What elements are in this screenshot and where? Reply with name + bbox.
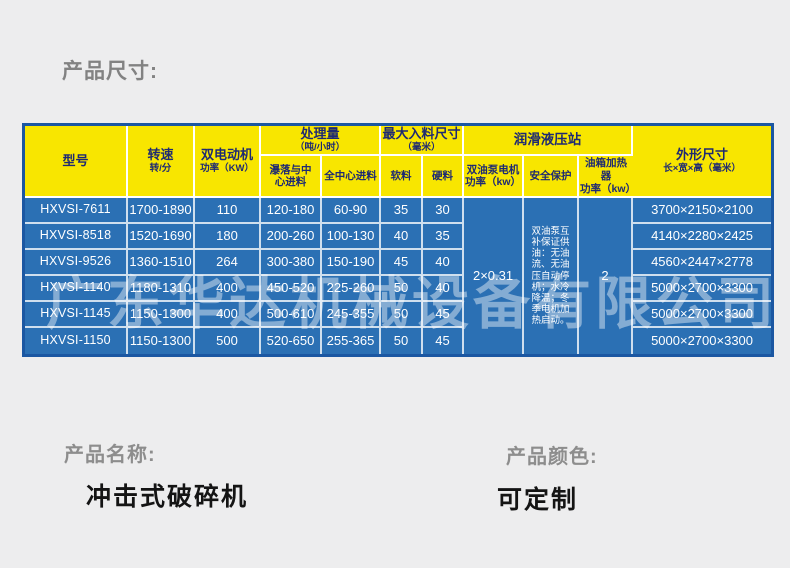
cell-hard: 35 bbox=[423, 224, 465, 251]
cell-capacity-center: 100-130 bbox=[322, 224, 382, 251]
product-color-label: 产品颜色: bbox=[506, 446, 598, 468]
cell-dimensions: 4560×2447×2778 bbox=[633, 250, 772, 277]
cell-soft: 45 bbox=[381, 250, 424, 277]
cell-power: 264 bbox=[195, 250, 261, 277]
col-header-soft-material: 软料 bbox=[381, 156, 424, 199]
cell-dimensions: 5000×2700×3300 bbox=[651, 332, 754, 348]
page-title: 产品尺寸: bbox=[62, 60, 158, 83]
product-name-value: 冲击式破碎机 bbox=[86, 483, 249, 511]
spec-table: 型号 转速 转/分 双电动机 功率（KW） 处理量 bbox=[22, 123, 775, 358]
cell-capacity-cascade: 200-260 bbox=[261, 224, 322, 251]
cell-dimensions: 5000×2700×3300 bbox=[633, 302, 772, 329]
cell-hard: 40 bbox=[423, 250, 465, 277]
cell-capacity-center: 255-365 bbox=[322, 328, 382, 355]
cell-oil-pump-power: 2×0.31 bbox=[464, 198, 525, 355]
cell-power: 400 bbox=[195, 302, 261, 329]
cell-power: 400 bbox=[195, 276, 261, 303]
col-header-oil-pump-power: 双油泵电机 功率（kw） bbox=[464, 156, 525, 199]
cell-dimensions: 5000×2700×3300 bbox=[633, 276, 772, 303]
cell-speed: 1520-1690 bbox=[128, 224, 195, 251]
col-header-heater-power: 油箱加热器 功率（kw） bbox=[579, 156, 636, 199]
cell-hard: 45 bbox=[423, 302, 465, 329]
cell-dimensions: 3700×2150×2100 bbox=[633, 198, 772, 225]
cell-model: HXVSI-9526 bbox=[25, 250, 128, 277]
cell-speed: 1150-1300 bbox=[128, 302, 195, 329]
table-row: HXVSI-1150 1150-1300 500 520-650 255-365… bbox=[25, 328, 771, 355]
cell-capacity-cascade: 500-610 bbox=[261, 302, 322, 329]
col-group-capacity: 处理量 （吨/小时） bbox=[261, 126, 382, 157]
cell-soft: 50 bbox=[381, 276, 424, 303]
col-header-speed-title: 转速 bbox=[147, 146, 174, 162]
col-header-dimensions-sub: 长×宽×高（毫米） bbox=[663, 162, 741, 174]
col-header-center-feed: 全中心进料 bbox=[322, 156, 382, 199]
table-row: HXVSI-9526 1360-1510 264 300-380 150-190… bbox=[25, 250, 772, 277]
col-header-speed-sub: 转/分 bbox=[149, 162, 172, 174]
cell-soft: 50 bbox=[381, 302, 424, 329]
table-row: HXVSI-1145 1150-1300 400 500-610 245-355… bbox=[25, 302, 772, 329]
col-header-motor-title: 双电动机 bbox=[200, 146, 253, 162]
cell-capacity-cascade: 300-380 bbox=[261, 250, 322, 277]
cell-model: HXVSI-8518 bbox=[25, 224, 128, 251]
col-header-cascade-feed: 瀑落与中 心进料 bbox=[261, 156, 322, 199]
col-header-safety-protection: 安全保护 bbox=[524, 156, 580, 199]
col-group-lubrication-title: 润滑液压站 bbox=[513, 132, 582, 148]
cell-safety-protection: 双油泵互补保证供油：无油流、无油压自动停机；水冷降温；冬季电机加热启动。 bbox=[524, 198, 580, 355]
col-header-model-label: 型号 bbox=[62, 152, 89, 168]
col-header-hard-material: 硬料 bbox=[423, 156, 465, 199]
col-header-dimensions: 外形尺寸 长×宽×高（毫米） bbox=[633, 126, 772, 199]
col-group-feed-size: 最大入料尺寸 （毫米） bbox=[381, 126, 465, 157]
cell-soft: 40 bbox=[381, 224, 424, 251]
table-row: HXVSI-8518 1520-1690 180 200-260 100-130… bbox=[25, 224, 772, 251]
cell-capacity-cascade: 520-650 bbox=[261, 328, 322, 355]
col-header-speed: 转速 转/分 bbox=[128, 126, 195, 199]
cell-hard: 40 bbox=[423, 276, 465, 303]
col-group-capacity-title: 处理量 bbox=[300, 126, 340, 141]
cell-capacity-center: 150-190 bbox=[322, 250, 382, 277]
cell-power: 110 bbox=[195, 198, 261, 225]
table-row: HXVSI-1140 1180-1310 400 450-520 225-260… bbox=[25, 276, 772, 303]
col-header-motor-sub: 功率（KW） bbox=[200, 162, 254, 174]
cell-model: HXVSI-1145 bbox=[25, 302, 128, 329]
col-header-model: 型号 bbox=[25, 126, 128, 199]
cell-model: HXVSI-1150 bbox=[25, 328, 128, 355]
col-group-lubrication: 润滑液压站 bbox=[464, 126, 634, 157]
cell-hard: 45 bbox=[423, 328, 465, 355]
cell-capacity-cascade: 450-520 bbox=[261, 276, 322, 303]
cell-speed: 1700-1890 bbox=[128, 198, 195, 225]
col-group-feed-size-sub: （毫米） bbox=[402, 141, 441, 153]
col-header-motor: 双电动机 功率（KW） bbox=[195, 126, 261, 199]
product-name-label: 产品名称: bbox=[64, 444, 156, 466]
product-color-value: 可定制 bbox=[497, 486, 579, 514]
cell-speed: 1360-1510 bbox=[128, 250, 195, 277]
cell-soft: 50 bbox=[381, 328, 424, 355]
cell-speed: 1180-1310 bbox=[128, 276, 195, 303]
col-group-feed-size-title: 最大入料尺寸 bbox=[382, 126, 461, 141]
cell-hard: 30 bbox=[423, 198, 465, 225]
cell-heater-power: 2 bbox=[579, 198, 634, 355]
cell-capacity-center: 245-355 bbox=[322, 302, 382, 329]
col-group-capacity-sub: （吨/小时） bbox=[294, 141, 346, 153]
cell-power: 180 bbox=[195, 224, 261, 251]
col-header-dimensions-title: 外形尺寸 bbox=[676, 146, 729, 162]
cell-speed: 1150-1300 bbox=[128, 328, 195, 355]
cell-capacity-center: 60-90 bbox=[322, 198, 382, 225]
cell-model: HXVSI-1140 bbox=[25, 276, 128, 303]
cell-soft: 35 bbox=[381, 198, 424, 225]
cell-dimensions: 4140×2280×2425 bbox=[633, 224, 772, 251]
cell-power: 500 bbox=[195, 328, 261, 355]
cell-model: HXVSI-7611 bbox=[25, 198, 128, 225]
cell-capacity-cascade: 120-180 bbox=[261, 198, 322, 225]
cell-capacity-center: 225-260 bbox=[322, 276, 382, 303]
table-row: HXVSI-7611 1700-1890 110 120-180 60-90 3… bbox=[25, 198, 772, 355]
